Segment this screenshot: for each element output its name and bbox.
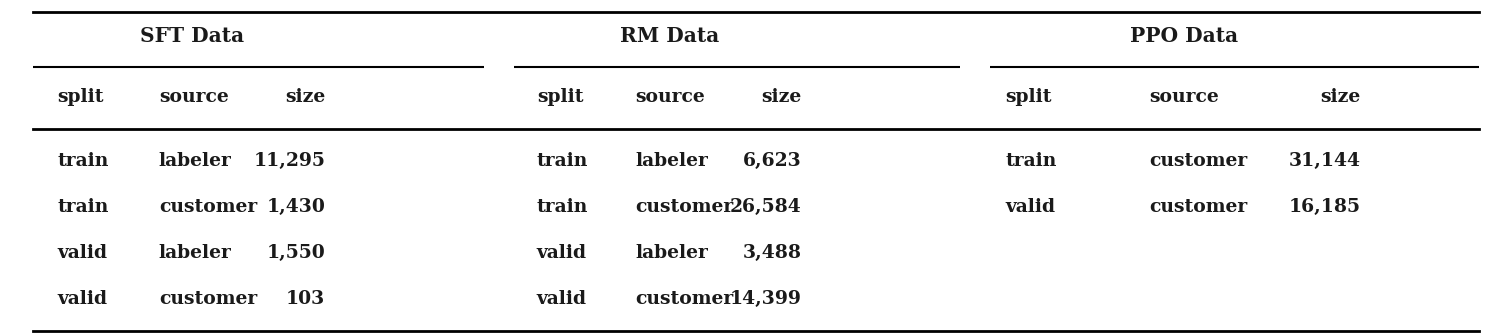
Text: split: split [57,88,104,107]
Text: train: train [1005,152,1057,170]
Text: source: source [159,88,228,107]
Text: customer: customer [1149,198,1247,216]
Text: valid: valid [1005,198,1055,216]
Text: 1,550: 1,550 [266,244,325,262]
Text: valid: valid [537,290,587,308]
Text: train: train [57,152,109,170]
Text: 26,584: 26,584 [730,198,801,216]
Text: customer: customer [159,198,257,216]
Text: 14,399: 14,399 [729,290,801,308]
Text: PPO Data: PPO Data [1129,26,1238,46]
Text: labeler: labeler [159,152,231,170]
Text: valid: valid [57,244,107,262]
Text: size: size [761,88,801,107]
Text: train: train [57,198,109,216]
Text: 3,488: 3,488 [742,244,801,262]
Text: 16,185: 16,185 [1288,198,1361,216]
Text: customer: customer [1149,152,1247,170]
Text: labeler: labeler [159,244,231,262]
Text: train: train [537,152,588,170]
Text: train: train [537,198,588,216]
Text: size: size [284,88,325,107]
Text: valid: valid [537,244,587,262]
Text: RM Data: RM Data [620,26,720,46]
Text: customer: customer [635,198,733,216]
Text: SFT Data: SFT Data [141,26,243,46]
Text: 6,623: 6,623 [742,152,801,170]
Text: valid: valid [57,290,107,308]
Text: labeler: labeler [635,244,708,262]
Text: split: split [537,88,584,107]
Text: source: source [1149,88,1219,107]
Text: 31,144: 31,144 [1288,152,1361,170]
Text: 103: 103 [286,290,325,308]
Text: labeler: labeler [635,152,708,170]
Text: customer: customer [635,290,733,308]
Text: customer: customer [159,290,257,308]
Text: 1,430: 1,430 [266,198,325,216]
Text: split: split [1005,88,1052,107]
Text: source: source [635,88,705,107]
Text: 11,295: 11,295 [253,152,325,170]
Text: size: size [1320,88,1361,107]
